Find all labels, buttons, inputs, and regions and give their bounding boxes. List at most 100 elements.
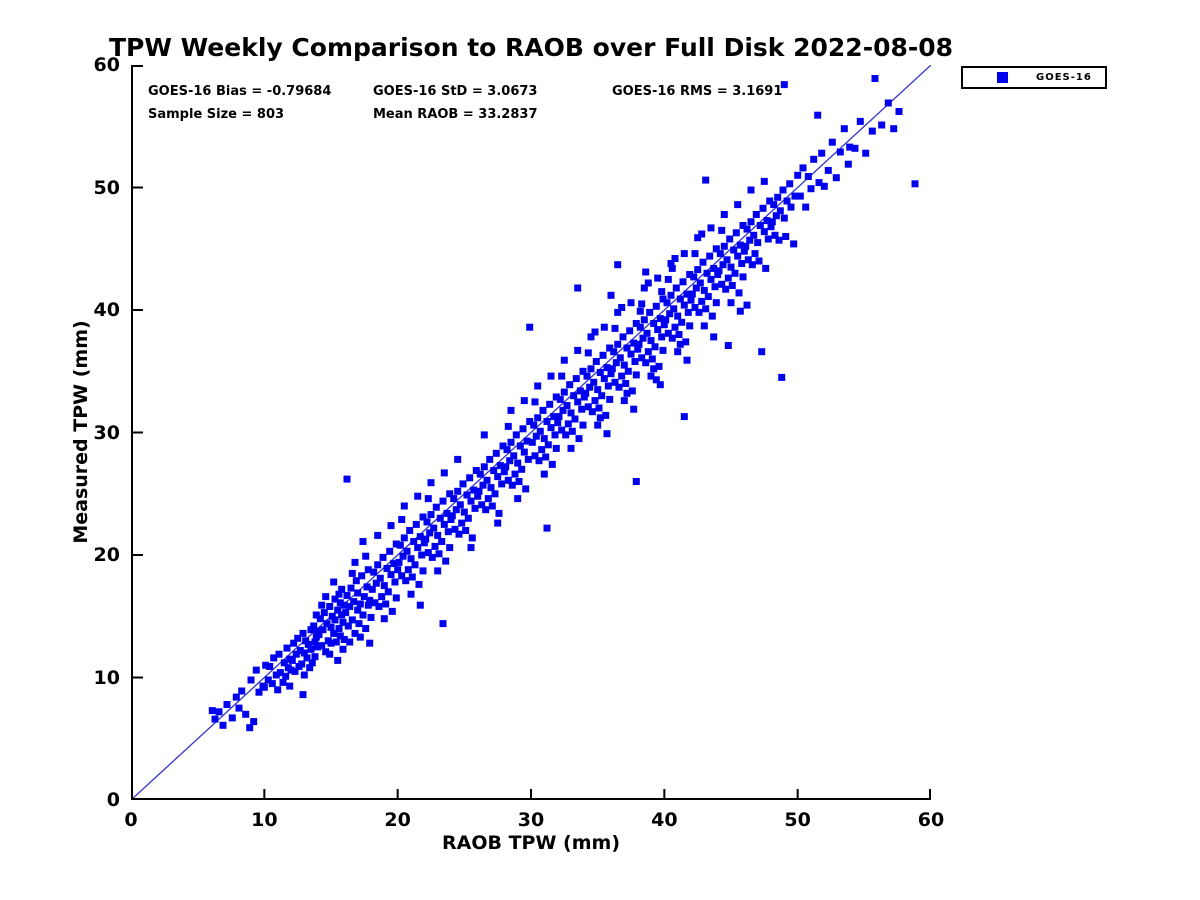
scatter-point [459, 480, 467, 488]
scatter-point [368, 585, 376, 593]
y-axis-label: Measured TPW (mm) [70, 320, 92, 544]
scatter-point [350, 598, 358, 606]
scatter-point [632, 371, 640, 379]
scatter-point [328, 612, 336, 620]
scatter-point [600, 375, 608, 383]
scatter-point [596, 369, 604, 376]
scatter-point [472, 467, 480, 474]
scatter-point [320, 609, 328, 617]
scatter-point [658, 288, 666, 296]
scatter-point [526, 323, 534, 331]
y-tick-label: 40 [93, 299, 120, 321]
scatter-point [691, 304, 699, 311]
scatter-point [292, 650, 300, 658]
scatter-point [695, 308, 703, 316]
scatter-point [466, 474, 474, 482]
identity-line [130, 64, 932, 801]
scatter-point [362, 552, 370, 560]
scatter-point [354, 606, 362, 614]
scatter-point [410, 538, 418, 545]
scatter-point [607, 291, 615, 299]
scatter-point [664, 275, 672, 283]
scatter-point [443, 509, 451, 517]
scatter-point [428, 553, 436, 561]
scatter-point [311, 638, 319, 646]
scatter-point [771, 231, 779, 239]
scatter-point [358, 572, 366, 580]
y-tick-label: 50 [93, 176, 120, 199]
scatter-point [620, 397, 628, 405]
scatter-point [404, 566, 412, 574]
scatter-point [646, 308, 654, 316]
scatter-point [608, 365, 616, 373]
scatter-point [374, 531, 382, 539]
scatter-point [726, 235, 734, 243]
scatter-point [626, 327, 634, 335]
scatter-point [403, 547, 411, 555]
scatter-point [772, 212, 780, 220]
scatter-point [314, 643, 322, 651]
scatter-point [215, 708, 223, 716]
scatter-point [534, 414, 542, 422]
scatter-point [266, 663, 274, 670]
scatter-point [758, 348, 766, 356]
scatter-point [538, 446, 546, 454]
scatter-point [562, 431, 570, 439]
scatter-point [346, 638, 354, 646]
scatter-point [587, 333, 595, 341]
scatter-point [707, 224, 715, 232]
scatter-point [656, 381, 664, 389]
scatter-point [632, 320, 640, 327]
scatter-point [584, 403, 592, 411]
scatter-point [754, 239, 762, 247]
scatter-point [335, 625, 343, 632]
scatter-point [275, 650, 283, 658]
scatter-point [480, 463, 488, 471]
scatter-point [596, 414, 604, 422]
scatter-point [454, 487, 462, 495]
scatter-point [208, 707, 216, 715]
scatter-point [322, 593, 330, 601]
scatter-point [606, 395, 614, 403]
scatter-point [766, 197, 774, 205]
scatter-point [634, 345, 642, 353]
scatter-point [814, 111, 822, 119]
scatter-point [434, 567, 442, 575]
scatter-point [666, 310, 674, 318]
scatter-point [787, 203, 795, 211]
scatter-point [539, 406, 547, 414]
scatter-point [844, 160, 852, 168]
scatter-point [736, 241, 744, 249]
scatter-point [616, 354, 624, 362]
scatter-point [632, 478, 640, 485]
scatter-point [743, 301, 751, 309]
stat-sample-size: Sample Size = 803 [148, 107, 285, 122]
scatter-point [618, 372, 626, 380]
scatter-point [526, 418, 534, 425]
scatter-point [592, 358, 600, 365]
scatter-point [671, 323, 679, 331]
scatter-point [314, 627, 322, 635]
scatter-point [676, 295, 684, 303]
scatter-point [352, 577, 360, 585]
scatter-point [590, 378, 598, 386]
scatter-point [602, 411, 610, 419]
scatter-point [576, 387, 584, 395]
scatter-point [486, 455, 494, 463]
scatter-point [354, 589, 362, 597]
scatter-point [326, 603, 334, 610]
scatter-point [572, 375, 580, 383]
scatter-point [642, 268, 650, 276]
scatter-point [394, 566, 402, 574]
scatter-point [614, 308, 622, 316]
scatter-point [514, 459, 522, 467]
scatter-point [362, 625, 370, 632]
scatter-point [306, 664, 314, 672]
scatter-point [288, 656, 296, 664]
scatter-point [374, 561, 382, 569]
scatter-point [530, 421, 538, 429]
scatter-point [536, 427, 544, 435]
scatter-point [728, 282, 736, 289]
scatter-point [662, 316, 670, 324]
scatter-point [427, 511, 435, 519]
